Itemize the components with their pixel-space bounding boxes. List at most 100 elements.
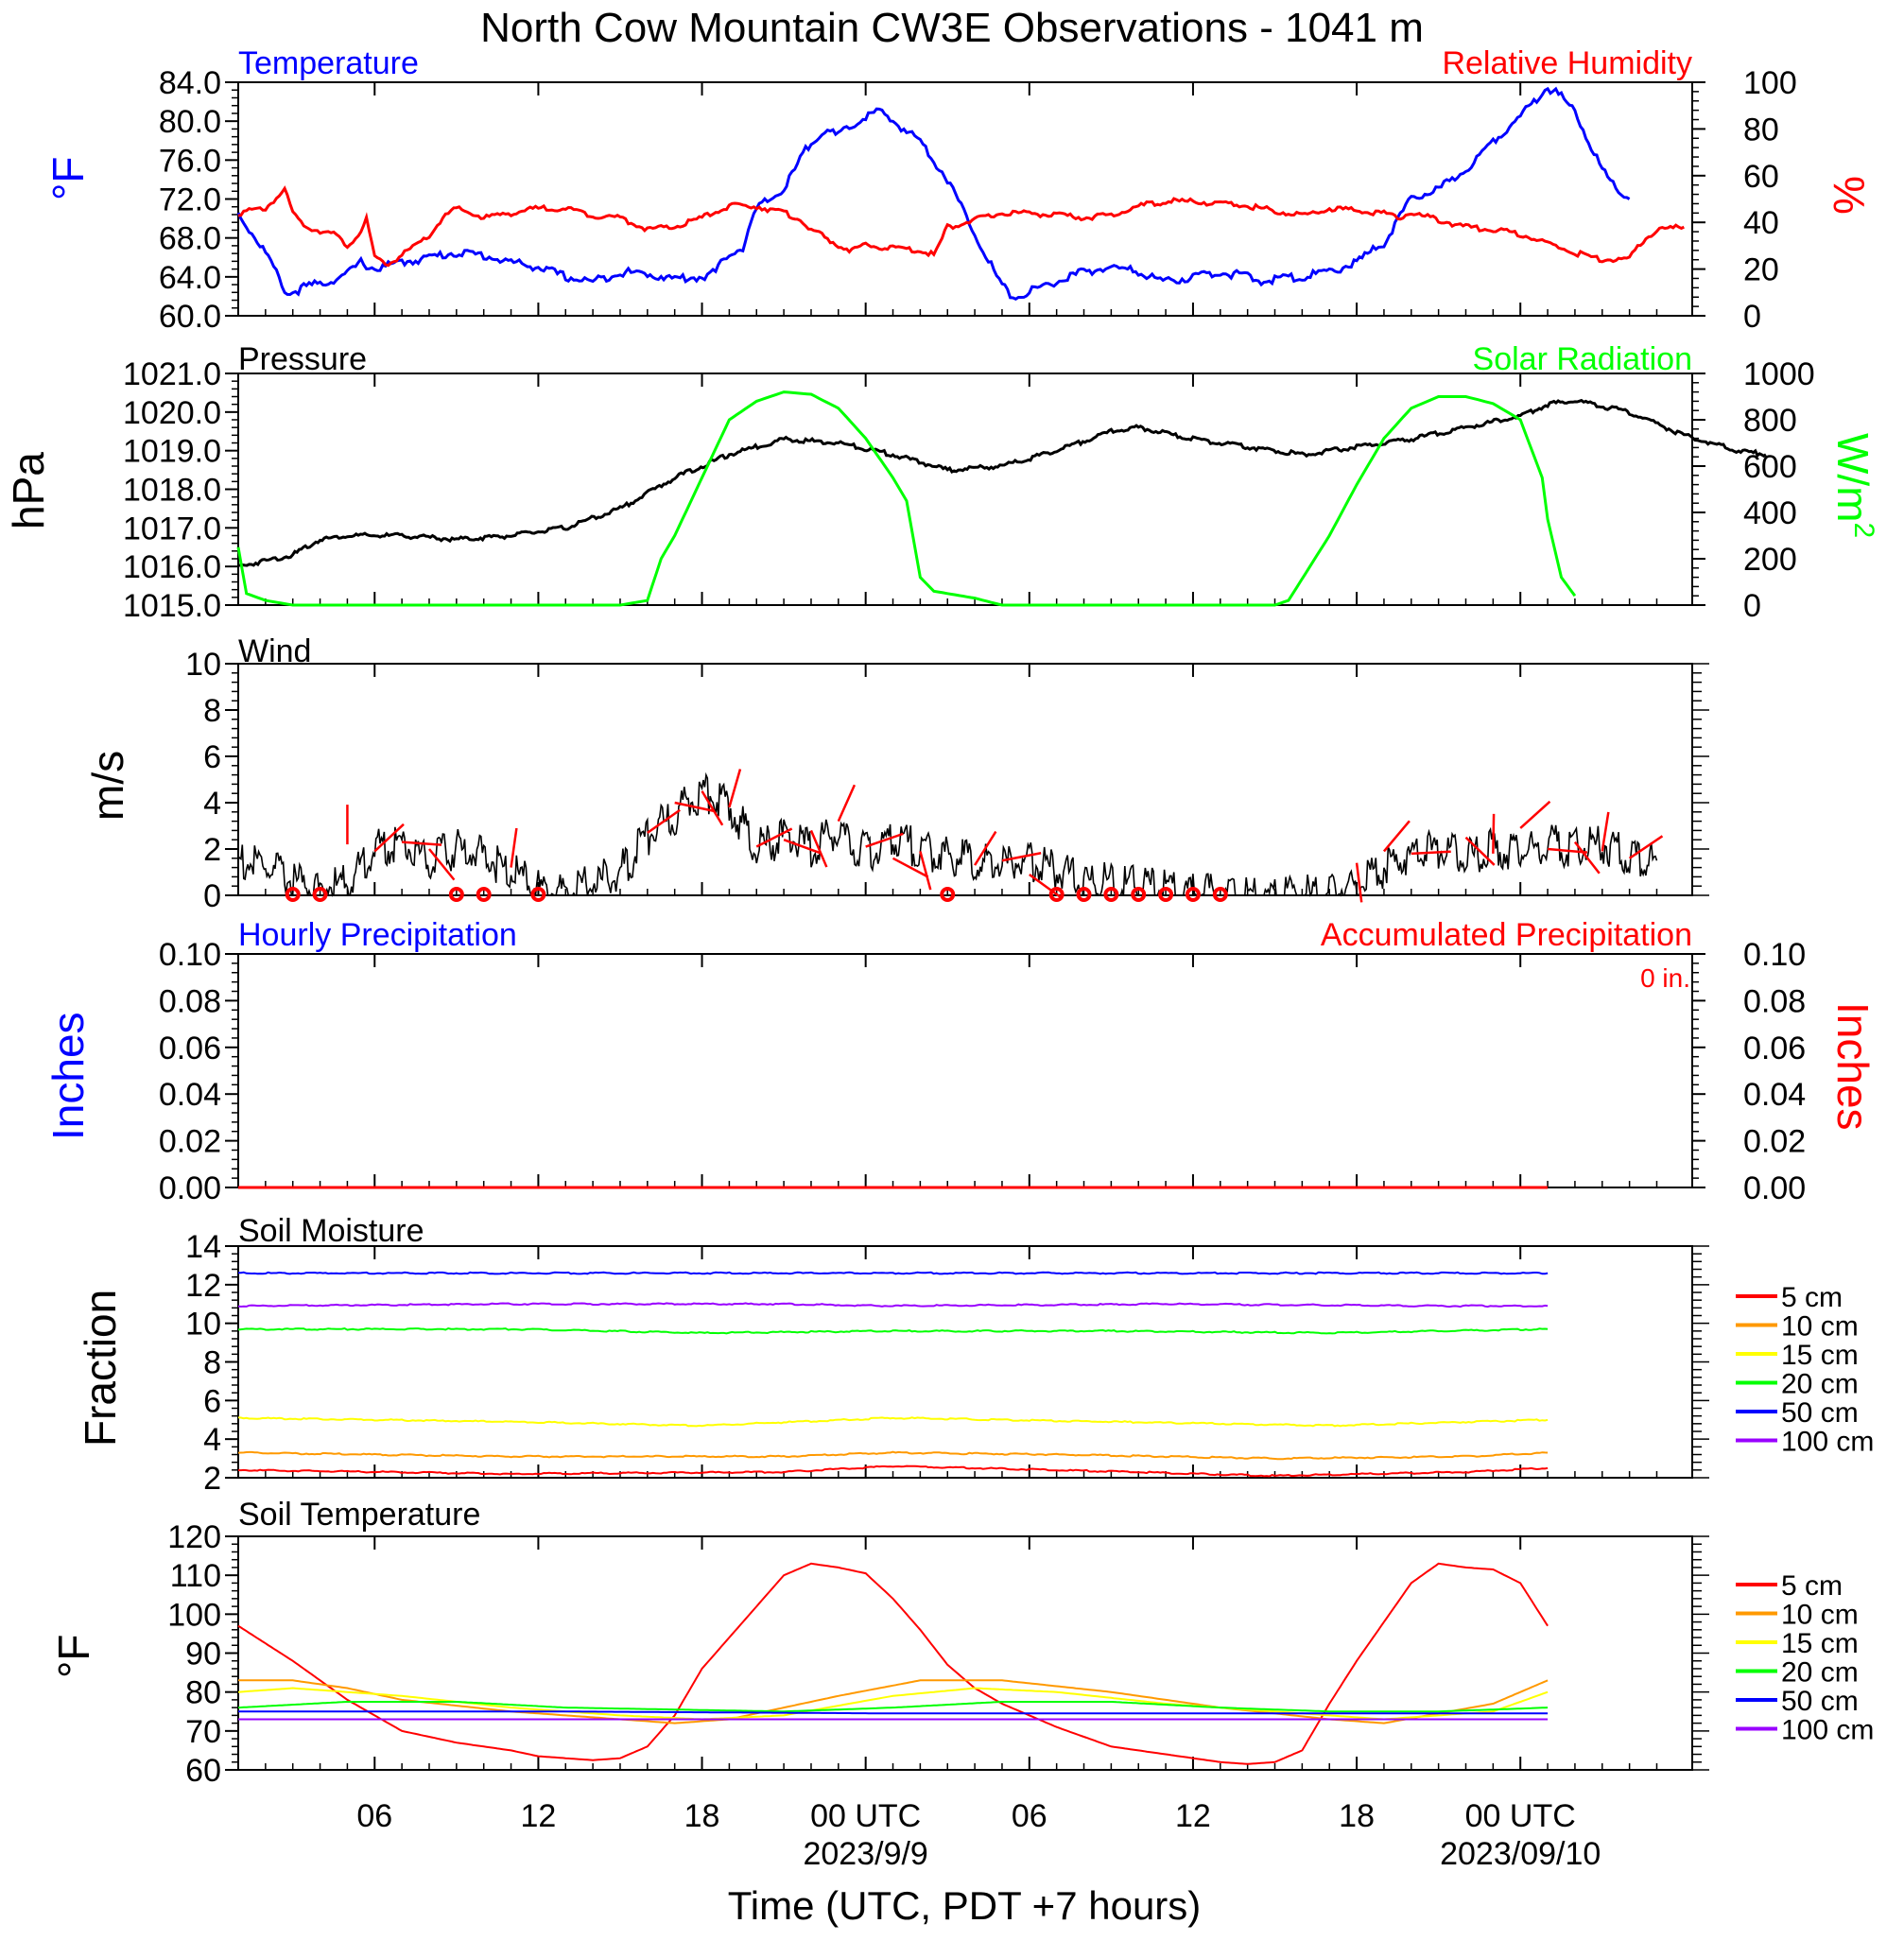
x-tick-label: 18 <box>684 1798 720 1834</box>
precip-panel: Hourly Precipitation Accumulated Precipi… <box>43 917 1878 1140</box>
soil-moisture-unit: Fraction <box>76 1290 125 1447</box>
soil-moisture-line-20cm <box>237 1326 1549 1335</box>
y-right-tick-label: 1000 <box>1743 356 1815 392</box>
y-tick-label: 84.0 <box>159 65 221 101</box>
y-right-tick-label: 400 <box>1743 495 1797 531</box>
soil-moisture-legend-label: 50 cm <box>1781 1397 1859 1429</box>
wind-barb <box>1001 852 1042 862</box>
soil-temp-legend-label: 50 cm <box>1781 1686 1859 1717</box>
wind-barb <box>1519 800 1551 829</box>
calm-wind-marker <box>1158 887 1174 902</box>
pressure-solar-panel-frame <box>237 373 1693 606</box>
wind-barb <box>1411 850 1451 856</box>
soil-temp-unit: °F <box>49 1635 98 1679</box>
soil-temp-legend-label: 15 cm <box>1781 1628 1859 1659</box>
wind-barb <box>1492 813 1496 854</box>
wind-panel: Wind m/s <box>83 633 311 821</box>
soil-moisture-line-10cm <box>237 1450 1549 1461</box>
temperature-line <box>236 86 1631 301</box>
y-tick-label: 14 <box>185 1229 221 1265</box>
soil-temp-panel: Soil Temperature °F <box>49 1497 480 1678</box>
wind-barb <box>837 784 857 823</box>
soil-temp-legend-label: 100 cm <box>1781 1715 1874 1746</box>
y-tick-label: 0.02 <box>159 1124 221 1160</box>
y-tick-label: 80.0 <box>159 104 221 140</box>
y-tick-label: 90 <box>185 1637 221 1672</box>
y-tick-label: 0.06 <box>159 1031 221 1066</box>
y-right-tick-label: 0.04 <box>1743 1077 1806 1113</box>
y-right-tick-label: 0.10 <box>1743 937 1806 973</box>
wind-barb <box>1573 841 1601 875</box>
soil-temp-legend-label: 5 cm <box>1781 1570 1843 1602</box>
wind-barb <box>1029 873 1063 899</box>
y-tick-label: 4 <box>203 1422 221 1458</box>
soil-temp-title: Soil Temperature <box>238 1497 480 1533</box>
wind-barb <box>701 790 724 826</box>
calm-wind-marker <box>940 887 956 902</box>
solar-line <box>236 390 1577 607</box>
soil-temp-line-50cm <box>238 1710 1549 1715</box>
y-right-tick-label: 60 <box>1743 159 1779 195</box>
y-tick-label: 1016.0 <box>123 549 221 585</box>
y-right-tick-label: 0.00 <box>1743 1170 1806 1206</box>
y-tick-label: 0.04 <box>159 1077 221 1113</box>
y-tick-label: 8 <box>203 693 221 729</box>
x-date-label: 2023/9/9 <box>803 1836 927 1872</box>
precip-left-unit: Inches <box>43 1012 93 1140</box>
calm-wind-marker <box>312 887 328 902</box>
temperature-title: Temperature <box>238 45 419 81</box>
x-tick-label: 18 <box>1339 1798 1375 1834</box>
soil-temp-legend-label: 10 cm <box>1781 1600 1859 1631</box>
precip-panel-frame <box>237 953 1693 1188</box>
wind-unit: m/s <box>83 751 132 821</box>
humidity-title: Relative Humidity <box>1442 45 1692 81</box>
wind-barb <box>783 839 822 855</box>
wind-barb <box>1464 836 1496 866</box>
figure-title: North Cow Mountain CW3E Observations - 1… <box>480 5 1424 51</box>
soil-temp-line-20cm <box>237 1701 1549 1713</box>
wind-barb <box>1601 811 1610 852</box>
calm-wind-marker <box>1185 887 1201 902</box>
accum-precip-title: Accumulated Precipitation <box>1321 917 1692 953</box>
y-right-tick-label: 0 <box>1743 588 1761 624</box>
y-right-tick-label: 0.06 <box>1743 1031 1806 1066</box>
y-tick-label: 0.08 <box>159 983 221 1019</box>
soil-moisture-line-50cm <box>238 1271 1549 1275</box>
solar-unit: W/m2 <box>1828 433 1879 538</box>
y-tick-label: 1020.0 <box>123 395 221 431</box>
y-tick-label: 8 <box>203 1345 221 1381</box>
y-right-tick-label: 800 <box>1743 403 1797 439</box>
soil-temp-legend-label: 20 cm <box>1781 1657 1859 1689</box>
y-right-tick-label: 100 <box>1743 65 1797 101</box>
precip-right-unit: Inches <box>1828 1002 1878 1131</box>
soil-temp-line-5cm <box>237 1562 1549 1765</box>
soil-moisture-line-15cm <box>237 1416 1549 1428</box>
y-tick-label: 1017.0 <box>123 511 221 546</box>
soil-moisture-panel-frame <box>237 1245 1693 1479</box>
soil-moisture-legend-label: 10 cm <box>1781 1311 1859 1343</box>
wind-barb <box>1547 847 1588 854</box>
x-tick-label: 00 UTC <box>1465 1798 1576 1834</box>
y-tick-label: 1015.0 <box>123 588 221 624</box>
y-right-tick-label: 0.02 <box>1743 1124 1806 1160</box>
wind-barb <box>865 832 904 848</box>
x-tick-label: 06 <box>1012 1798 1047 1834</box>
chart-marks: 60.064.068.072.076.080.084.0020406080100… <box>123 65 1874 1872</box>
calm-wind-marker <box>1076 887 1092 902</box>
y-tick-label: 120 <box>167 1519 221 1555</box>
humidity-unit: % <box>1825 176 1874 215</box>
y-tick-label: 0.00 <box>159 1170 221 1206</box>
soil-moisture-legend-label: 15 cm <box>1781 1340 1859 1371</box>
calm-wind-marker <box>285 887 301 902</box>
solar-title: Solar Radiation <box>1473 341 1692 377</box>
wind-barb <box>755 827 793 848</box>
y-tick-label: 1021.0 <box>123 356 221 392</box>
calm-wind-marker <box>476 887 492 902</box>
y-tick-label: 100 <box>167 1597 221 1633</box>
wind-panel-frame <box>237 663 1693 896</box>
y-tick-label: 6 <box>203 739 221 775</box>
y-tick-label: 80 <box>185 1675 221 1711</box>
y-tick-label: 1018.0 <box>123 473 221 509</box>
y-tick-label: 1019.0 <box>123 434 221 470</box>
